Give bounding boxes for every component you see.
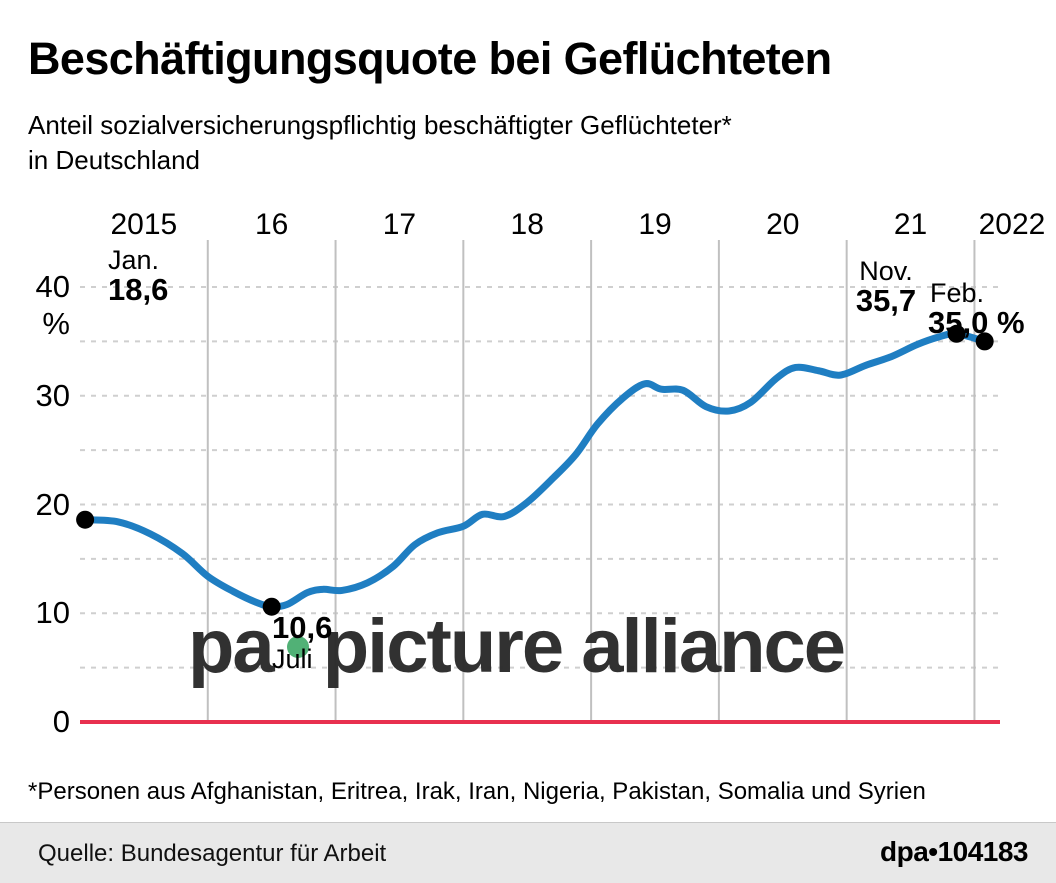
y-axis-tick-20: 20	[35, 486, 70, 522]
y-axis-tick-0: 0	[52, 704, 70, 739]
annotation-feb-2022: Feb. 35,0 %	[928, 279, 1025, 340]
data-point-marker	[947, 324, 966, 343]
x-axis-tick-19: 19	[638, 208, 672, 241]
annotation-minimum: 10,6 Juli	[272, 610, 333, 674]
x-axis: 2015 16 17 18 19 20 21 2022	[0, 208, 1056, 248]
data-point-marker	[76, 510, 95, 529]
footnote: *Personen aus Afghanistan, Eritrea, Irak…	[28, 778, 926, 805]
annotation-start-value: 18,6	[108, 272, 169, 308]
annotation-feb-label: Feb.	[930, 278, 985, 308]
y-axis-tick-10: 10	[35, 595, 70, 631]
annotation-nov-value: 35,7	[855, 283, 917, 319]
y-axis-tick-30: 30	[35, 377, 70, 413]
annotation-start: Jan. 18,6	[108, 246, 168, 307]
annotation-feb-value: 35,0 %	[928, 305, 1025, 341]
annotation-nov-label: Nov.	[859, 256, 913, 286]
footer-bar: Quelle: Bundesagentur für Arbeit dpa•104…	[0, 822, 1056, 883]
annotation-minimum-value: 10,6	[272, 610, 333, 645]
chart-container: 2015 16 17 18 19 20 21 2022 0 10 20 30 40% pa pictu…	[0, 200, 1056, 760]
data-line	[81, 330, 989, 611]
y-axis-unit-label: %	[42, 306, 70, 341]
footer-credit: dpa•104183	[879, 836, 1029, 867]
page-subtitle: Anteil sozialversicherungspflichtig besc…	[28, 108, 1028, 178]
annotation-nov-2021: Nov. 35,7	[826, 257, 946, 318]
x-axis-tick-16: 16	[254, 208, 289, 241]
data-point-marker	[975, 332, 994, 351]
subtitle-line-1: Anteil sozialversicherungspflichtig besc…	[28, 110, 732, 140]
x-axis-tick-2022: 2022	[978, 208, 1046, 241]
y-axis-tick-40: 40	[35, 269, 70, 304]
x-axis-tick-21: 21	[893, 208, 928, 241]
x-axis-tick-18: 18	[510, 208, 544, 241]
line-chart-plot	[76, 240, 1000, 724]
data-point-marker	[262, 597, 281, 616]
subtitle-line-2: in Deutschland	[28, 145, 200, 175]
x-axis-tick-20: 20	[766, 208, 800, 241]
x-axis-tick-2015: 2015	[110, 208, 178, 241]
annotation-minimum-label: Juli	[272, 643, 313, 674]
footer-source: Quelle: Bundesagentur für Arbeit	[38, 840, 387, 867]
annotation-start-label: Jan.	[108, 245, 160, 275]
page-title: Beschäftigungsquote bei Geflüchteten	[28, 33, 832, 84]
x-axis-tick-17: 17	[382, 208, 417, 241]
